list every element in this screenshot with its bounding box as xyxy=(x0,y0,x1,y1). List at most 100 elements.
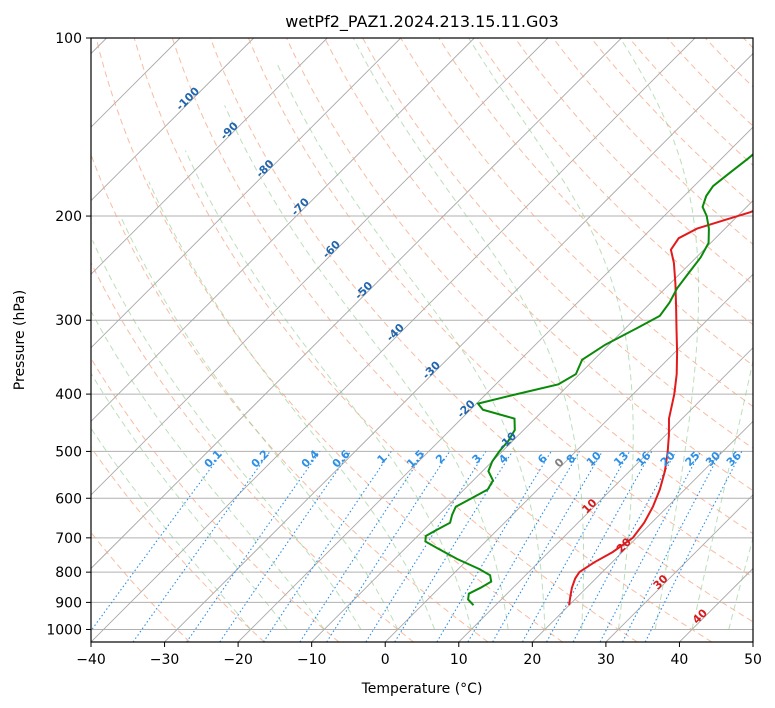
mixing-ratio-line xyxy=(263,451,392,642)
mixing-ratio-label: 4 xyxy=(496,451,511,466)
mixing-ratio-label: 6 xyxy=(535,451,550,466)
dry-adiabat-line xyxy=(209,38,753,623)
mixing-ratio-label: 2 xyxy=(433,452,448,467)
moist-adiabat-line xyxy=(619,38,700,630)
mixing-ratio-line xyxy=(219,451,352,642)
dry-adiabat-line xyxy=(91,446,265,642)
isotherm-label: -100 xyxy=(173,84,202,113)
isotherm-label: -90 xyxy=(218,119,241,142)
isotherm-label: -20 xyxy=(455,397,478,420)
mixing-ratio-line xyxy=(132,451,271,642)
moist-adiabat-line xyxy=(91,427,251,630)
moist-adiabat-line xyxy=(120,215,399,630)
y-tick-label: 800 xyxy=(55,565,82,581)
moist-adiabat-line xyxy=(352,38,585,630)
isotherm-label: -80 xyxy=(253,157,276,180)
mixing-ratio-line xyxy=(572,451,677,642)
isotherm-line xyxy=(91,38,696,642)
isotherm-line xyxy=(91,38,402,349)
dry-adiabat-line xyxy=(324,38,753,492)
dry-adiabat-line xyxy=(91,261,414,642)
dry-adiabat-line xyxy=(400,38,753,408)
dry-adiabat-line xyxy=(95,38,563,642)
moist-adiabat-line xyxy=(468,38,634,630)
isotherm-line xyxy=(752,641,753,642)
y-tick-label: 400 xyxy=(55,387,82,403)
axes: −40 −30 −20 −10 0 10 20 30 40 5010020030040050060… xyxy=(46,31,762,668)
mixing-ratio-label: 3 xyxy=(470,452,485,467)
mixing-ratio-label: 1 xyxy=(375,452,390,467)
isotherm-label: 40 xyxy=(690,606,710,626)
moist-adiabat-line xyxy=(728,536,753,630)
x-tick-label: 30 xyxy=(597,652,615,668)
dry-adiabat-line xyxy=(552,38,753,245)
isotherm-line xyxy=(679,567,753,642)
dry-adiabat-line xyxy=(514,38,753,286)
y-tick-label: 100 xyxy=(55,31,82,47)
x-tick-label: 10 xyxy=(450,652,468,668)
mixing-ratio-line xyxy=(186,451,321,642)
isotherm-line xyxy=(458,347,753,642)
x-tick-label: −10 xyxy=(297,652,327,668)
isotherm-line xyxy=(605,494,753,642)
moist-adiabat-line xyxy=(224,105,509,630)
moist-adiabat-line xyxy=(148,181,435,630)
isotherm-label: -60 xyxy=(320,238,343,261)
y-tick-label: 1000 xyxy=(46,622,82,638)
moist-adiabat-line xyxy=(91,310,325,630)
isotherm-line xyxy=(91,38,549,496)
temperature-profile-line xyxy=(568,210,753,606)
x-tick-label: 20 xyxy=(523,652,541,668)
isotherm-line xyxy=(91,38,328,275)
dry-adiabat-line xyxy=(476,38,753,326)
plot-frame xyxy=(90,37,754,643)
y-tick-label: 300 xyxy=(55,313,82,329)
mixing-ratio-line xyxy=(436,451,552,642)
dewpoint-profile-line xyxy=(424,153,753,606)
dry-adiabat-line xyxy=(91,153,489,642)
mixing-ratio-line xyxy=(326,451,451,642)
dry-adiabat-line xyxy=(91,357,340,642)
mixing-ratio-label: 0.6 xyxy=(330,447,353,470)
isotherm-label: 10 xyxy=(580,496,600,516)
dry-adiabat-line xyxy=(91,531,191,642)
y-tick-label: 700 xyxy=(55,531,82,547)
x-tick-label: 40 xyxy=(671,652,689,668)
dry-adiabat-line xyxy=(666,38,753,127)
dry-adiabat-line xyxy=(286,38,753,535)
moist-adiabat-line xyxy=(276,62,546,630)
x-axis-label: Temperature (°C) xyxy=(361,681,483,697)
dry-adiabat-line xyxy=(247,38,753,578)
moist-adiabat-line xyxy=(691,358,753,630)
x-tick-label: 50 xyxy=(744,652,762,668)
moist-adiabat-line xyxy=(184,150,472,630)
mixing-ratio-line xyxy=(546,451,653,642)
dry-adiabat-line xyxy=(438,38,753,367)
isotherm-label: 30 xyxy=(651,572,671,592)
isotherm-line xyxy=(532,420,753,642)
dry-adiabat-line xyxy=(171,38,713,642)
moist-adiabat-line xyxy=(91,372,288,630)
y-tick-label: 500 xyxy=(55,444,82,460)
isotherm-label: -10 xyxy=(496,429,519,452)
dry-adiabat-line xyxy=(133,38,638,642)
chart-title: wetPf2_PAZ1.2024.213.15.11.G03 xyxy=(285,12,559,32)
y-tick-label: 600 xyxy=(55,491,82,507)
isotherm-label: -70 xyxy=(289,195,312,218)
y-tick-label: 900 xyxy=(55,595,82,611)
mixing-ratio-line xyxy=(299,451,426,642)
mixing-ratio-label: 25 xyxy=(683,449,703,469)
isotherm-line xyxy=(164,52,753,642)
mixing-ratio-label: 8 xyxy=(564,452,579,467)
x-tick-label: −30 xyxy=(150,652,180,668)
mixing-ratio-line xyxy=(365,451,487,642)
isotherm-line xyxy=(91,38,622,570)
dry-adiabat-line xyxy=(704,38,753,88)
y-axis-label: Pressure (hPa) xyxy=(12,290,28,390)
isotherm-line xyxy=(91,38,254,202)
x-tick-label: −20 xyxy=(223,652,253,668)
isotherm-line xyxy=(91,38,475,422)
x-tick-label: 0 xyxy=(381,652,390,668)
plot-area: -100-90-80-70-60-50-40-30-20-100.1 0.2 0.4… xyxy=(91,38,753,642)
mixing-ratio-line xyxy=(522,451,631,642)
